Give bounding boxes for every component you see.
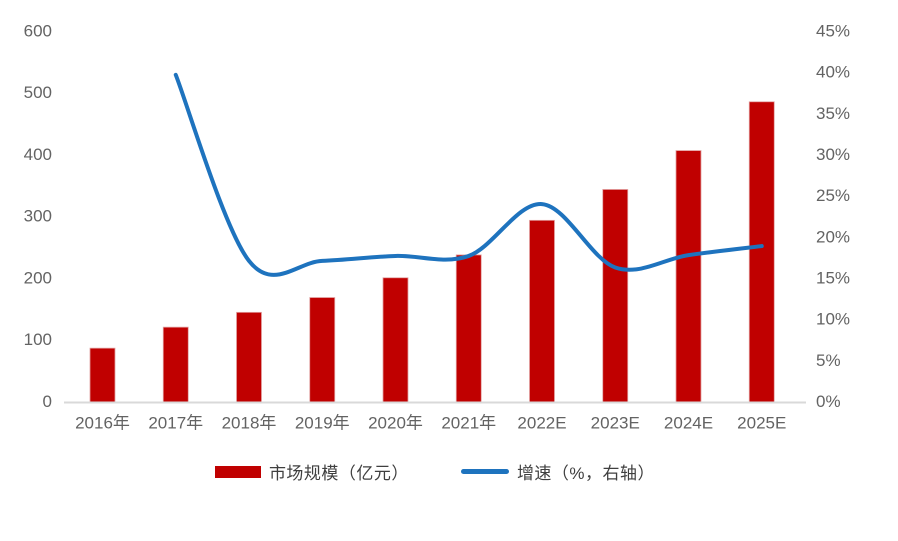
left-axis-tick-label: 500 <box>24 83 52 102</box>
right-axis-tick-label: 10% <box>816 310 850 329</box>
chart-legend: 市场规模（亿元） 增速（%，右轴） <box>0 459 870 484</box>
bar-2018年 <box>236 311 262 403</box>
left-axis-tick-label: 200 <box>24 268 52 287</box>
right-axis-tick-label: 30% <box>816 145 850 164</box>
x-axis-label-2019年: 2019年 <box>295 413 350 432</box>
right-axis-tick-label: 40% <box>816 63 850 82</box>
bar-2017年 <box>162 326 189 403</box>
right-axis-tick-label: 35% <box>816 104 850 123</box>
bar-2023E <box>602 189 629 403</box>
x-axis-label-2020年: 2020年 <box>368 413 423 432</box>
chart-plot-area: 0 100 200 300 400 500 600 0% 5% 10% 15% 20% 25% 30% 35… <box>24 21 850 432</box>
right-axis-tick-label: 15% <box>816 268 850 287</box>
bar-2025E <box>748 101 775 403</box>
bar-2022E <box>529 219 555 403</box>
right-axis-tick-label: 5% <box>816 351 841 370</box>
line-series-swatch <box>460 469 509 474</box>
bar-2021年 <box>455 254 482 403</box>
legend-item-growth-rate: 增速（%，右轴） <box>460 459 656 484</box>
bar-2016年 <box>89 347 116 403</box>
right-axis-tick-label: 0% <box>816 392 841 411</box>
x-axis-label-2025E: 2025E <box>737 413 786 432</box>
right-axis-tick-label: 25% <box>816 186 850 205</box>
line-series-label: 增速（%，右轴） <box>516 464 656 483</box>
bar-series-label: 市场规模（亿元） <box>268 464 409 483</box>
bar-series-swatch <box>214 465 261 478</box>
x-axis-label-2018年: 2018年 <box>222 413 277 432</box>
left-axis-tick-label: 400 <box>24 145 52 164</box>
bar-2024E <box>675 150 702 403</box>
x-axis-label-2022E: 2022E <box>517 413 566 432</box>
left-axis-tick-label: 300 <box>24 207 52 226</box>
left-axis-tick-label: 600 <box>24 21 52 40</box>
x-axis-label-2023E: 2023E <box>591 413 640 432</box>
x-axis-label-2024E: 2024E <box>664 413 713 432</box>
x-axis-label-2017年: 2017年 <box>148 413 203 432</box>
right-axis-tick-label: 20% <box>816 227 850 246</box>
growth-rate-line <box>173 72 764 277</box>
x-axis-label-2016年: 2016年 <box>75 413 130 432</box>
legend-item-market-size: 市场规模（亿元） <box>214 459 409 484</box>
left-axis-tick-label: 100 <box>24 330 52 349</box>
right-axis-tick-label: 45% <box>816 21 850 40</box>
bar-2020年 <box>382 277 409 403</box>
x-axis-label-2021年: 2021年 <box>441 413 496 432</box>
bar-2019年 <box>309 297 336 403</box>
left-axis-tick-label: 0 <box>43 392 52 411</box>
